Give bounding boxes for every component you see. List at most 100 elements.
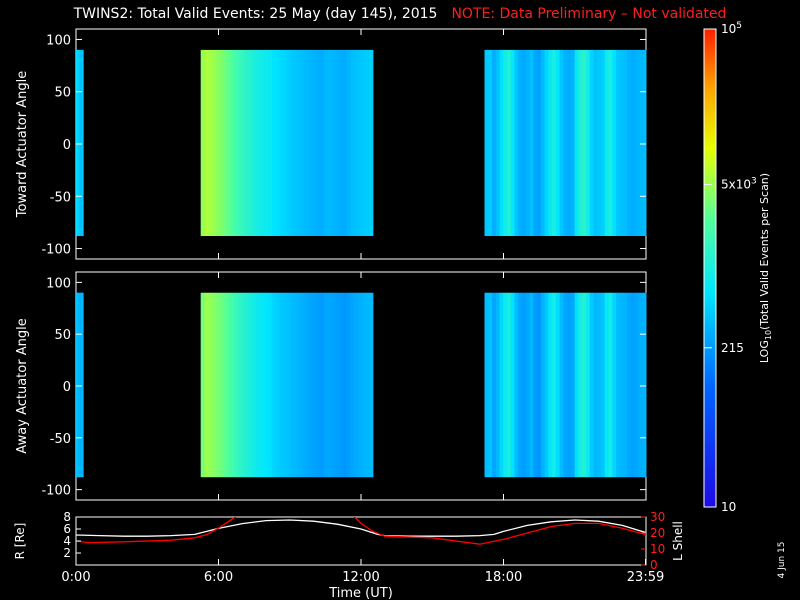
- heatmap-cell: [339, 292, 344, 478]
- heatmap-cell: [492, 292, 497, 478]
- heatmap-cell: [537, 292, 542, 478]
- y-right-tick-label: 30: [650, 510, 665, 524]
- heatmap-cell: [342, 292, 348, 478]
- heatmap-cell: [514, 292, 519, 478]
- heatmap-cell: [279, 292, 284, 478]
- heatmap-cell: [301, 292, 306, 478]
- heatmap-cell: [503, 292, 508, 478]
- heatmap-cell: [638, 292, 643, 478]
- heatmap-cell: [544, 49, 549, 236]
- heatmap-cell: [82, 292, 84, 478]
- heatmap-cell: [76, 292, 78, 478]
- heatmap-cell: [612, 292, 617, 478]
- colorbar-tick-label: 105: [721, 21, 742, 36]
- heatmap-cell: [361, 49, 366, 236]
- heatmap-cell: [357, 49, 363, 236]
- heatmap-cell: [79, 49, 82, 236]
- heatmap-cell: [600, 49, 606, 236]
- heatmap-cell: [290, 292, 295, 478]
- heatmap-cell: [320, 292, 325, 478]
- colorbar-label-sub: 10: [764, 330, 773, 340]
- heatmap-cell: [223, 49, 228, 236]
- heatmap-cell: [268, 49, 273, 236]
- heatmap-cell: [77, 292, 79, 478]
- y-tick-label: -50: [50, 432, 71, 447]
- heatmap-cell: [298, 292, 303, 478]
- heatmap-cell: [275, 49, 280, 236]
- heatmap-cell: [597, 49, 602, 236]
- x-tick-label: 18:00: [485, 570, 522, 585]
- xlabel-time: Time (UT): [328, 586, 393, 600]
- ylabel-away: Away Actuator Angle: [15, 318, 30, 453]
- x-tick-label: 6:00: [204, 570, 233, 585]
- heatmap-cell: [226, 49, 232, 236]
- heatmap-cell: [200, 49, 205, 236]
- ylabel-r-text: R [Re]: [13, 523, 27, 560]
- heatmap-cell: [200, 292, 205, 478]
- heatmap-cell: [642, 292, 647, 478]
- heatmap-cell: [600, 292, 606, 478]
- heatmap-cell: [294, 292, 299, 478]
- y-right-tick-label: 10: [650, 542, 665, 556]
- heatmap-cell: [312, 49, 318, 236]
- heatmap-cell: [260, 49, 265, 236]
- heatmap-cell: [230, 292, 235, 478]
- colorbar-gradient: [703, 28, 717, 508]
- heatmap-cell: [593, 49, 598, 236]
- heatmap-cell: [597, 292, 602, 478]
- heatmap-cell: [223, 292, 228, 478]
- title-note: NOTE: Data Preliminary – Not validated: [451, 6, 727, 22]
- heatmap-cell: [339, 49, 344, 236]
- heatmap-cell: [484, 292, 489, 478]
- heatmap-cell: [540, 49, 546, 236]
- heatmap-cell: [208, 49, 213, 236]
- ylabel-toward: Toward Actuator Angle: [15, 71, 30, 218]
- heatmap-cell: [499, 49, 504, 236]
- heatmap-cell: [312, 292, 318, 478]
- heatmap-cell: [283, 49, 288, 236]
- heatmap-cell: [608, 292, 613, 478]
- y-tick-label: 100: [46, 276, 71, 291]
- heatmap-cell: [226, 292, 232, 478]
- y-tick-label: 0: [63, 138, 71, 153]
- heatmap-cell: [548, 292, 553, 478]
- heatmap-cell: [316, 292, 321, 478]
- heatmap-cell: [578, 49, 583, 236]
- heatmap-cell: [80, 292, 83, 478]
- heatmap-cell: [327, 292, 333, 478]
- heatmap-cell: [488, 292, 493, 478]
- heatmap-cell: [518, 292, 523, 478]
- heatmap-cell: [256, 292, 262, 478]
- heatmap-cell: [507, 292, 512, 478]
- heatmap-toward: [76, 49, 647, 236]
- heatmap-cell: [279, 49, 284, 236]
- heatmap-away: [76, 292, 647, 478]
- title-main: TWINS2: Total Valid Events: 25 May (day …: [73, 6, 438, 22]
- ylabel-r: R [Re]: [13, 523, 27, 560]
- heatmap-cell: [548, 49, 553, 236]
- y-left-tick-label: 2: [63, 546, 71, 560]
- heatmap-cell: [81, 49, 83, 236]
- heatmap-cell: [570, 292, 576, 478]
- heatmap-cell: [552, 292, 557, 478]
- heatmap-cell: [204, 292, 209, 478]
- y-tick-label: -100: [41, 484, 71, 499]
- heatmap-cell: [245, 49, 250, 236]
- heatmap-cell: [619, 49, 624, 236]
- heatmap-cell: [283, 292, 288, 478]
- heatmap-cell: [484, 49, 489, 236]
- heatmap-cell: [529, 292, 534, 478]
- heatmap-cell: [79, 49, 81, 236]
- heatmap-cell: [495, 292, 501, 478]
- heatmap-cell: [369, 49, 374, 236]
- orbit-lines: [76, 517, 646, 545]
- heatmap-cell: [533, 292, 538, 478]
- colorbar-tick-label: 10: [721, 500, 736, 514]
- heatmap-cell: [335, 49, 340, 236]
- heatmap-cell: [623, 49, 628, 236]
- heatmap-cell: [615, 49, 621, 236]
- heatmap-cell: [76, 49, 78, 236]
- heatmap-cell: [301, 49, 306, 236]
- heatmap-cell: [354, 292, 359, 478]
